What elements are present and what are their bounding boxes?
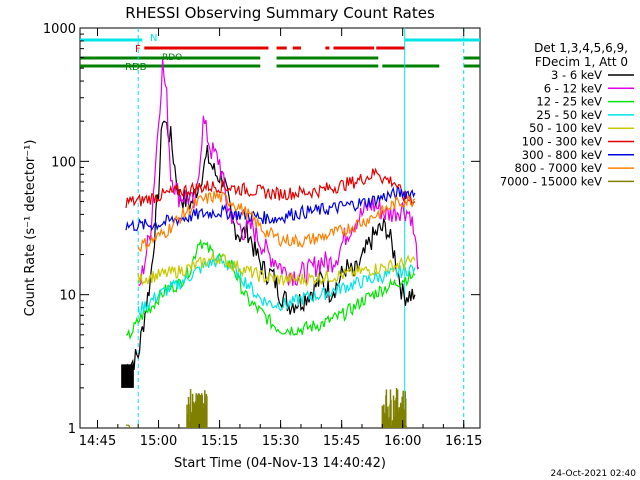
y-axis-label: Count Rate (s⁻¹ detector⁻¹) <box>23 140 38 317</box>
y-tick-label: 100 <box>51 155 76 170</box>
series-line-6-12-kev <box>138 58 420 287</box>
series-line-800-7000-kev <box>137 191 416 253</box>
y-tick-label: 1 <box>68 422 76 437</box>
flag-label-rdb: RDB <box>125 62 147 73</box>
legend-entry-label: 25 - 50 keV <box>536 108 602 122</box>
plot-frame <box>79 27 481 429</box>
legend-entry-label: 300 - 800 keV <box>522 148 602 162</box>
series-layer <box>121 58 420 429</box>
series-line-7000-15000-kev <box>126 424 131 429</box>
chart-title: RHESSI Observing Summary Count Rates <box>125 4 435 22</box>
x-tick-label: 16:00 <box>384 434 421 449</box>
legend-entry-label: 7000 - 15000 keV <box>500 174 602 188</box>
timestamp: 24-Oct-2021 02:40 <box>551 469 637 479</box>
flag-bars-layer <box>80 38 480 68</box>
legend-entry-label: 50 - 100 keV <box>529 121 602 135</box>
legend-entry-label: 6 - 12 keV <box>544 81 602 95</box>
x-tick-label: 16:15 <box>445 434 482 449</box>
x-tick-label: 15:15 <box>201 434 238 449</box>
x-tick-label: 15:30 <box>262 434 299 449</box>
legend-header-2: FDecim 1, Att 0 <box>535 55 628 69</box>
legend-entry-label: 100 - 300 keV <box>522 135 602 149</box>
series-line-3-6-kev <box>125 120 416 375</box>
x-axis-label: Start Time (04-Nov-13 14:40:42) <box>174 456 386 471</box>
series-line-50-100-kev <box>137 251 416 287</box>
legend-entry-label: 800 - 7000 keV <box>514 161 602 175</box>
series-line-100-300-kev <box>125 167 416 208</box>
x-tick-label: 15:45 <box>323 434 360 449</box>
y-tick-label: 1000 <box>43 22 76 37</box>
flag-label-decimation: RDO <box>162 53 182 63</box>
axis-layer: 14:45 15:00 15:15 15:30 15:45 16:00 16:15 1 10 10… <box>43 22 483 449</box>
legend-entry-label: 12 - 25 keV <box>536 95 602 109</box>
series-line-25-50-kev <box>137 253 416 315</box>
legend-entry-label: 3 - 6 keV <box>551 68 602 82</box>
legend-header-1: Det 1,3,4,5,6,9, <box>534 41 628 55</box>
x-tick-label: 14:45 <box>79 434 116 449</box>
flag-label-night: N <box>150 33 157 44</box>
series-line-12-25-kev <box>125 238 416 341</box>
flag-label-flare: F <box>135 44 141 55</box>
y-tick-label: 10 <box>59 289 76 304</box>
x-tick-label: 15:00 <box>140 434 177 449</box>
